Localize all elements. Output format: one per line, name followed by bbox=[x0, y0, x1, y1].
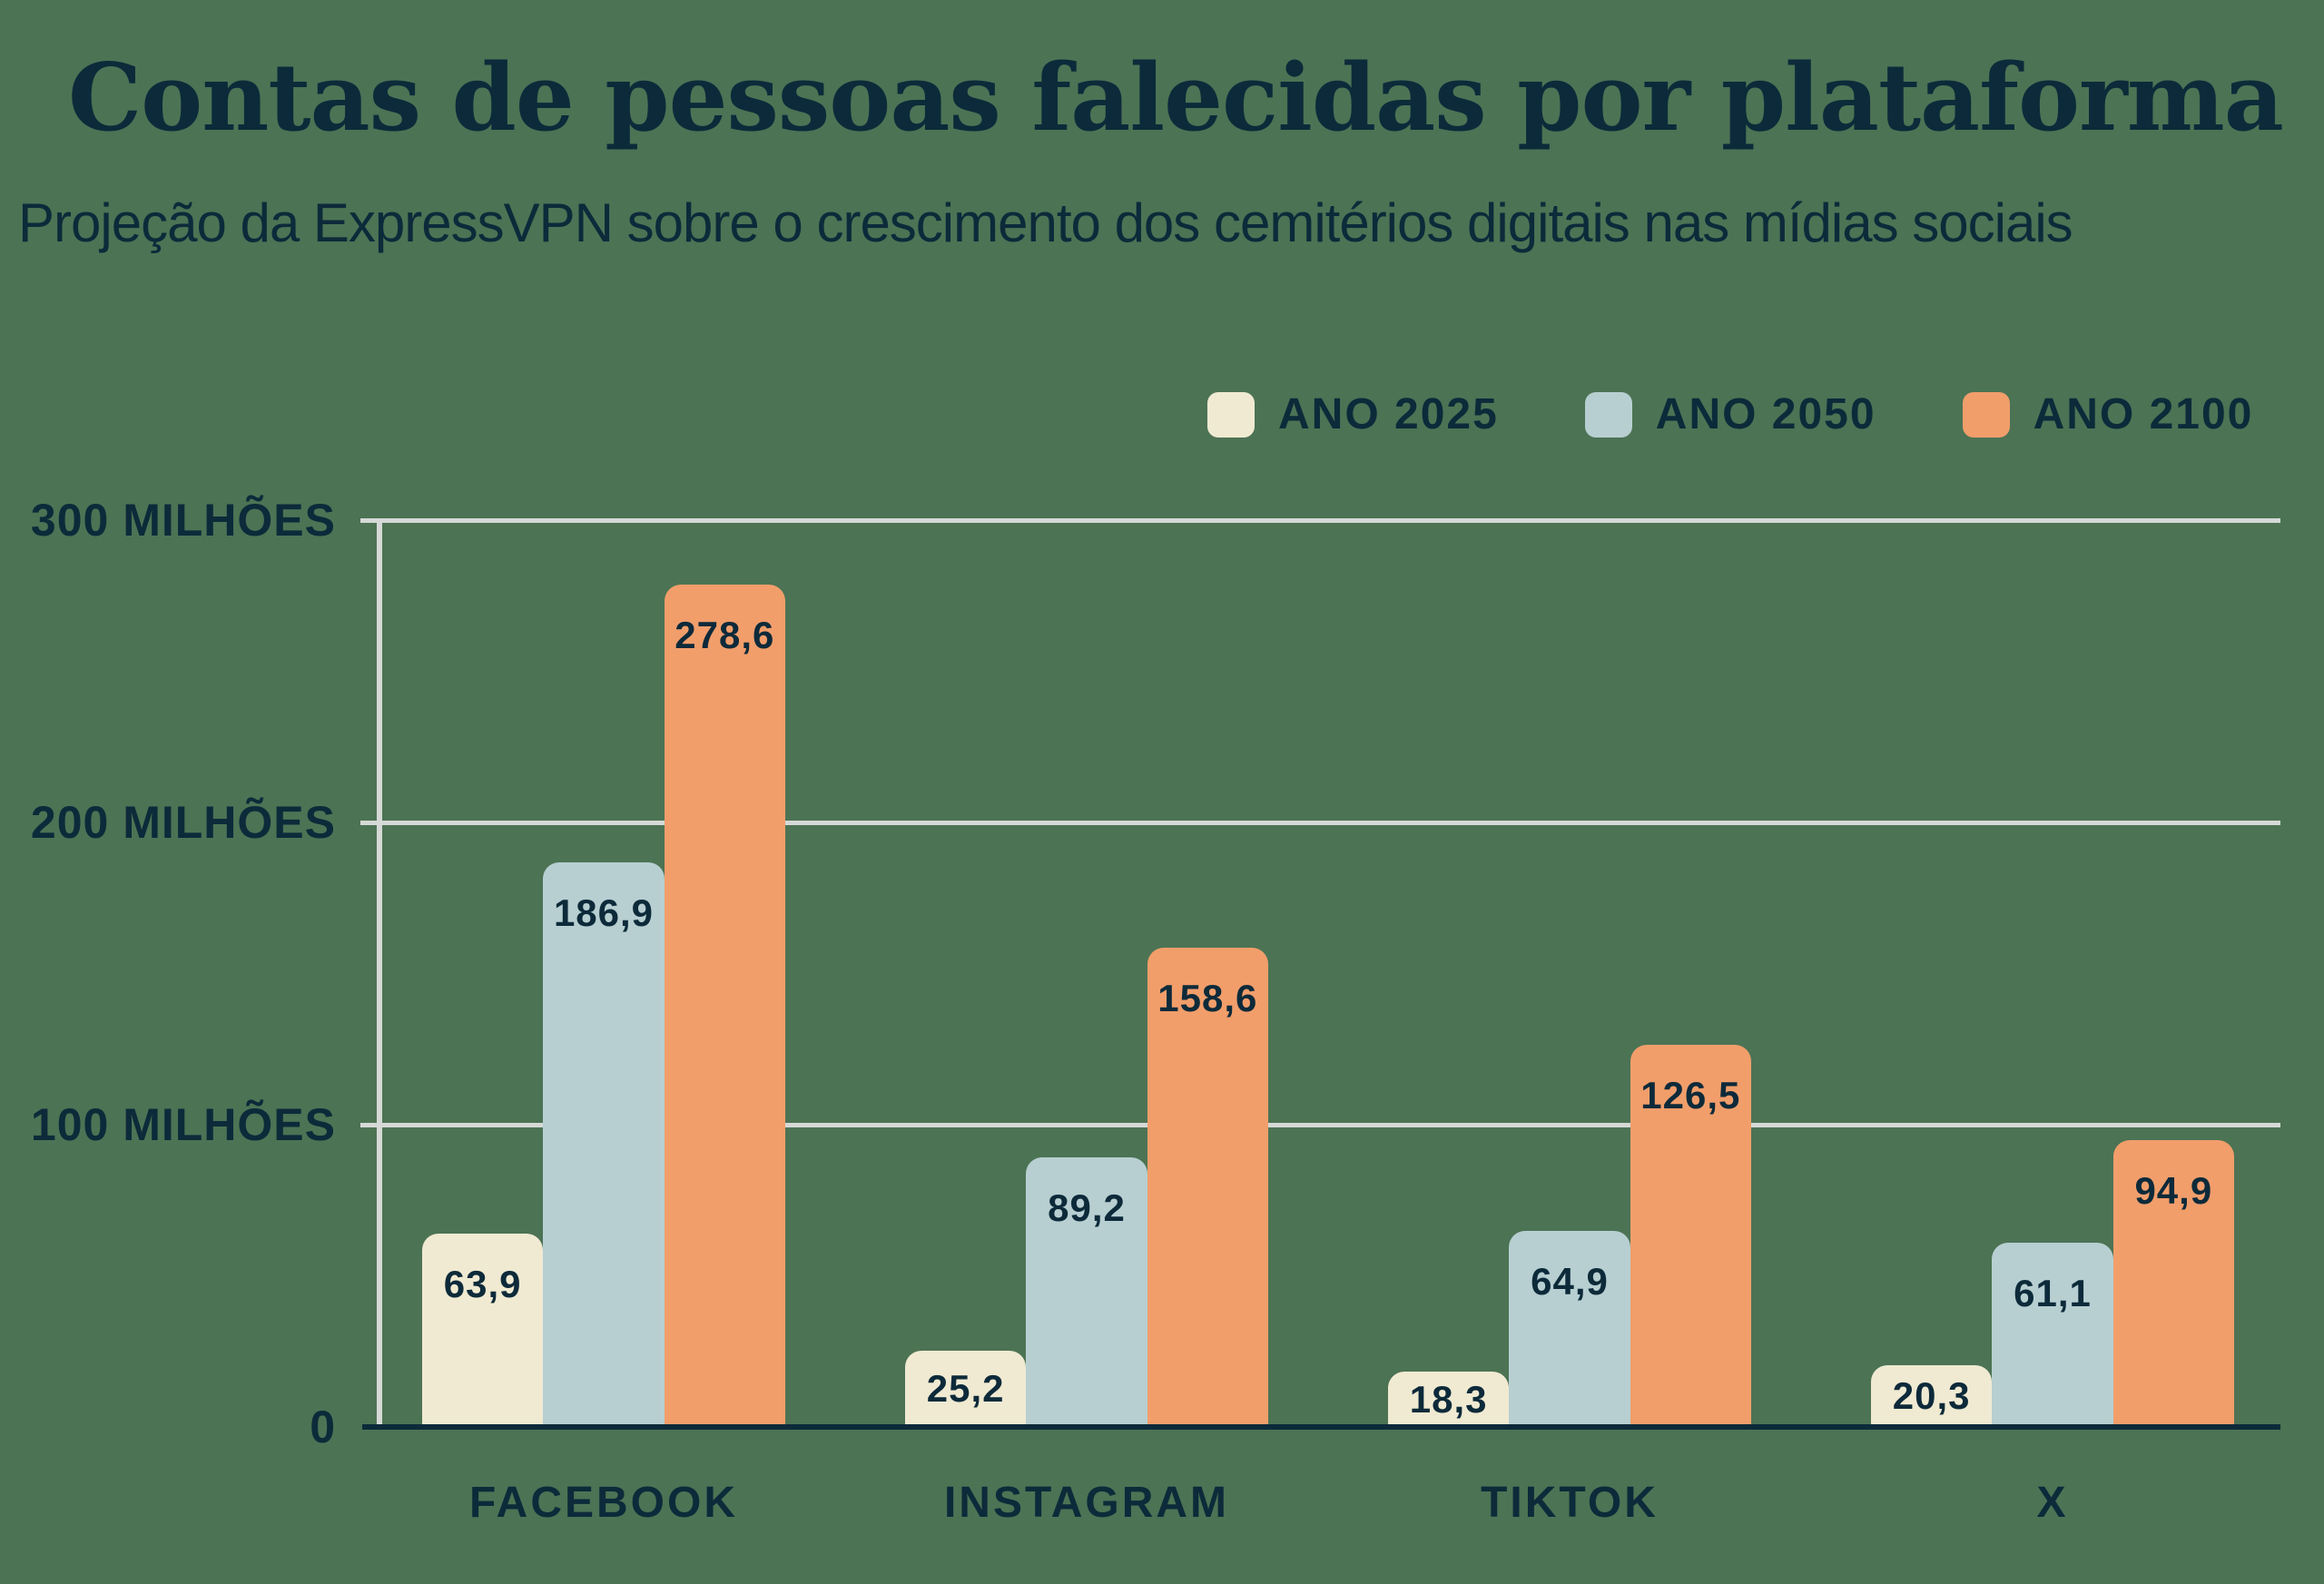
bar: 64,9 bbox=[1509, 1230, 1630, 1427]
legend-item: ANO 2025 bbox=[1207, 392, 1499, 438]
legend-label: ANO 2025 bbox=[1278, 390, 1499, 438]
bar-value-label: 18,3 bbox=[1409, 1377, 1488, 1421]
gridline bbox=[360, 821, 2280, 825]
legend-swatch bbox=[1207, 392, 1255, 438]
bar-value-label: 158,6 bbox=[1157, 976, 1258, 1019]
legend-label: ANO 2100 bbox=[2033, 390, 2254, 438]
bar-value-label: 94,9 bbox=[2134, 1168, 2213, 1212]
legend: ANO 2025 ANO 2050 ANO 2100 bbox=[1207, 392, 2253, 438]
x-axis-label: FACEBOOK bbox=[468, 1479, 738, 1527]
bar-value-label: 61,1 bbox=[2014, 1271, 2092, 1314]
bar: 20,3 bbox=[1871, 1365, 1993, 1427]
bar-value-label: 89,2 bbox=[1048, 1186, 1126, 1229]
bar: 25,2 bbox=[905, 1351, 1027, 1427]
legend-swatch bbox=[1584, 392, 1632, 438]
chart-subtitle: Projeção da ExpressVPN sobre o crescimen… bbox=[18, 192, 2073, 253]
bar-value-label: 278,6 bbox=[675, 614, 775, 657]
bar-value-label: 63,9 bbox=[443, 1263, 522, 1306]
bar: 186,9 bbox=[543, 861, 665, 1427]
legend-label: ANO 2050 bbox=[1655, 390, 1876, 438]
bar: 158,6 bbox=[1147, 947, 1268, 1427]
bar: 126,5 bbox=[1630, 1044, 1751, 1427]
y-axis-label: 200 MILHÕES bbox=[30, 797, 336, 848]
y-axis-label: 100 MILHÕES bbox=[30, 1099, 336, 1150]
bar: 18,3 bbox=[1388, 1372, 1510, 1427]
bar-value-label: 186,9 bbox=[553, 890, 655, 934]
bar-value-label: 126,5 bbox=[1640, 1073, 1741, 1117]
bar-value-label: 64,9 bbox=[1531, 1259, 1609, 1303]
y-axis-label: 0 bbox=[310, 1402, 336, 1452]
legend-item: ANO 2100 bbox=[1962, 390, 2254, 438]
x-axis-label: INSTAGRAM bbox=[943, 1479, 1230, 1527]
bar: 94,9 bbox=[2112, 1139, 2234, 1427]
x-axis-label: X bbox=[2036, 1479, 2069, 1527]
bar: 89,2 bbox=[1026, 1156, 1147, 1427]
bar: 61,1 bbox=[1992, 1242, 2113, 1427]
legend-item: ANO 2050 bbox=[1584, 390, 1876, 438]
bar: 278,6 bbox=[664, 585, 785, 1427]
bar-value-label: 25,2 bbox=[926, 1367, 1005, 1411]
chart-title: Contas de pessoas falecidas por platafor… bbox=[68, 44, 2284, 152]
gridline bbox=[360, 1123, 2280, 1127]
x-axis-label: TIKTOK bbox=[1481, 1479, 1659, 1527]
gridline bbox=[360, 518, 2280, 523]
y-axis-line bbox=[377, 520, 382, 1427]
bar: 63,9 bbox=[422, 1234, 544, 1427]
legend-swatch bbox=[1962, 392, 2010, 438]
x-axis-line bbox=[362, 1424, 2280, 1430]
bar-value-label: 20,3 bbox=[1892, 1374, 1971, 1418]
plot-area: 63,9 186,9 278,6 25,2 89,2 158,6 18,3 64,9 126,5… bbox=[360, 518, 2280, 1430]
y-axis-label: 300 MILHÕES bbox=[30, 495, 336, 546]
